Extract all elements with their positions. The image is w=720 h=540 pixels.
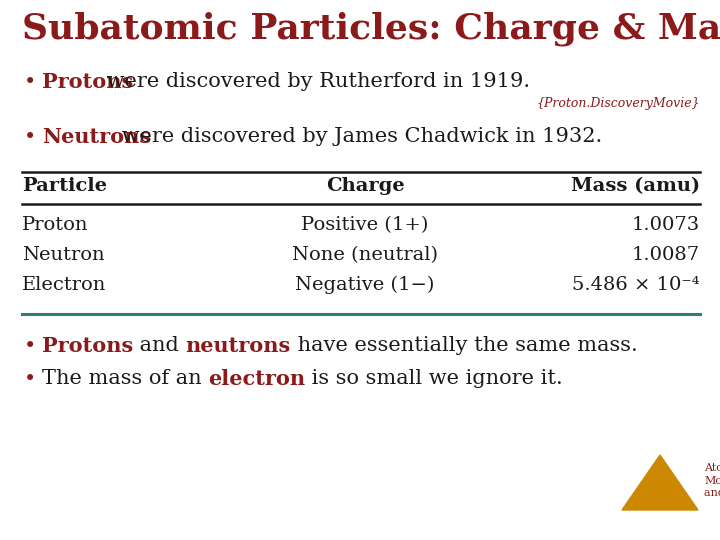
Text: were discovered by James Chadwick in 1932.: were discovered by James Chadwick in 193… [115,127,602,146]
Text: electron: electron [208,369,305,389]
Text: Protons: Protons [42,336,133,356]
Text: Protons: Protons [42,72,133,92]
Text: {Proton.DiscoveryMovie}: {Proton.DiscoveryMovie} [536,97,700,110]
Text: Negative (1−): Negative (1−) [295,276,435,294]
Text: 1.0087: 1.0087 [632,246,700,264]
Text: The mass of an: The mass of an [42,369,208,388]
Text: 5.486 × 10⁻⁴: 5.486 × 10⁻⁴ [572,276,700,294]
Text: have essentially the same mass.: have essentially the same mass. [291,336,638,355]
Text: neutrons: neutrons [186,336,291,356]
Text: Proton: Proton [22,216,89,234]
Text: Electron: Electron [22,276,107,294]
Text: Particle: Particle [22,177,107,195]
Text: Neutron: Neutron [22,246,104,264]
Text: Subatomic Particles: Charge & Mass: Subatomic Particles: Charge & Mass [22,12,720,46]
Text: •: • [24,127,36,147]
Polygon shape [622,455,698,510]
Text: Neutrons: Neutrons [42,127,151,147]
Text: •: • [24,72,36,92]
Text: and: and [133,336,186,355]
Text: were discovered by Rutherford in 1919.: were discovered by Rutherford in 1919. [100,72,530,91]
Text: 1.0073: 1.0073 [631,216,700,234]
Text: Atoms,
Molecules,
and Ions: Atoms, Molecules, and Ions [704,462,720,498]
Text: is so small we ignore it.: is so small we ignore it. [305,369,563,388]
Text: Positive (1+): Positive (1+) [301,216,428,234]
Text: •: • [24,336,36,356]
Text: None (neutral): None (neutral) [292,246,438,264]
Text: Mass (amu): Mass (amu) [571,177,700,195]
Text: Charge: Charge [325,177,405,195]
Text: •: • [24,369,36,389]
